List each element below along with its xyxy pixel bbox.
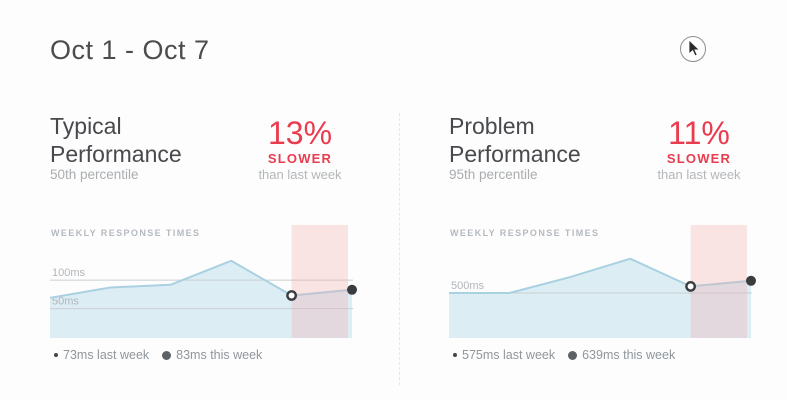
panel-problem-performance: Problem Performance 95th percentile 11% … [449,112,756,372]
panel-title: Problem Performance [449,112,581,168]
delta-summary: 13% SLOWER than last week [258,116,341,182]
weekly-response-times-chart: WEEKLY RESPONSE TIMES 500ms [449,225,756,338]
cursor-icon [688,39,701,57]
page-title: Oct 1 - Oct 7 [50,35,210,65]
legend-label: 639ms this week [582,348,676,362]
legend-label: 73ms last week [63,348,150,362]
open-circle-marker-icon [54,353,58,357]
weekly-response-times-chart: WEEKLY RESPONSE TIMES 50ms 100ms [49,225,357,338]
cursor-badge [680,36,706,62]
filled-circle-marker-icon [568,350,578,360]
delta-percent: 11% [668,115,730,151]
chart-title: WEEKLY RESPONSE TIMES [450,228,600,238]
area-chart: 500ms [449,225,756,338]
chart-title: WEEKLY RESPONSE TIMES [51,228,201,238]
delta-direction: SLOWER [666,151,732,166]
svg-text:50ms: 50ms [52,296,79,308]
delta-comparison: than last week [258,167,342,182]
percentile-label: 50th percentile [50,167,139,182]
legend-item-last-week: 575ms last week [453,348,555,362]
panel-title: Typical Performance [50,112,182,168]
legend-label: 83ms this week [176,348,263,362]
legend-label: 575ms last week [462,348,556,362]
svg-text:100ms: 100ms [52,267,86,279]
panel-divider [399,113,400,385]
chart-legend: 575ms last week 639ms this week [453,348,675,362]
svg-text:500ms: 500ms [451,280,485,292]
area-chart: 50ms 100ms [49,225,357,338]
panel-title-line2: Performance [449,141,581,167]
legend-item-this-week: 83ms this week [162,348,262,362]
percentile-label: 95th percentile [449,167,538,182]
legend-item-this-week: 639ms this week [568,348,675,362]
panel-title-line1: Problem [449,113,535,139]
panel-typical-performance: Typical Performance 50th percentile 13% … [49,112,357,372]
chart-legend: 73ms last week 83ms this week [54,348,262,362]
delta-percent: 13% [267,115,333,151]
filled-circle-marker-icon [162,350,172,360]
open-circle-marker-icon [453,353,457,357]
delta-direction: SLOWER [267,151,333,166]
panel-title-line1: Typical [50,113,122,139]
legend-item-last-week: 73ms last week [54,348,149,362]
panel-title-line2: Performance [50,141,182,167]
delta-comparison: than last week [657,167,741,182]
delta-summary: 11% SLOWER than last week [657,116,740,182]
